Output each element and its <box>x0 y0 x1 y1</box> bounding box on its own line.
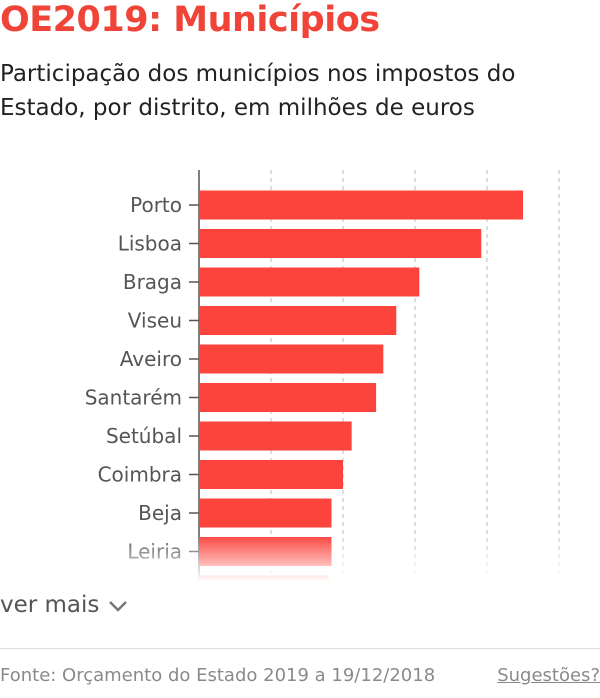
bar-lisboa <box>199 229 482 258</box>
bar-viseu <box>199 306 397 335</box>
suggestions-link[interactable]: Sugestões? <box>497 665 600 686</box>
subtitle: Participação dos municípios nos impostos… <box>0 61 516 121</box>
show-more-button[interactable]: ver mais <box>0 592 129 618</box>
category-label: Porto <box>130 193 182 217</box>
bar-aveiro <box>199 344 384 374</box>
bar-beja <box>199 498 332 528</box>
category-label: Santarém <box>85 386 182 410</box>
chevron-down-icon <box>108 600 127 612</box>
bar-setúbal <box>199 421 352 451</box>
category-label: Beja <box>138 501 182 525</box>
category-label: Aveiro <box>120 347 182 371</box>
category-label: Coimbra <box>98 463 182 487</box>
category-label: Lisboa <box>118 232 182 256</box>
category-label: Setúbal <box>106 424 182 448</box>
bar-coimbra <box>199 460 343 489</box>
divider <box>0 648 600 649</box>
fade-overlay <box>0 535 600 590</box>
bar-braga <box>199 267 420 297</box>
source-note: Fonte: Orçamento do Estado 2019 a 19/12/… <box>0 665 436 686</box>
page-title: OE2019: Municípios <box>0 0 380 40</box>
category-label: Braga <box>123 270 182 294</box>
category-label: Viseu <box>128 309 182 333</box>
show-more-label: ver mais <box>0 592 100 618</box>
bar-santarém <box>199 383 377 412</box>
bar-porto <box>199 190 523 220</box>
bar-chart: Porto Lisboa Braga Viseu Aveiro Santarém Setúb… <box>85 170 560 590</box>
